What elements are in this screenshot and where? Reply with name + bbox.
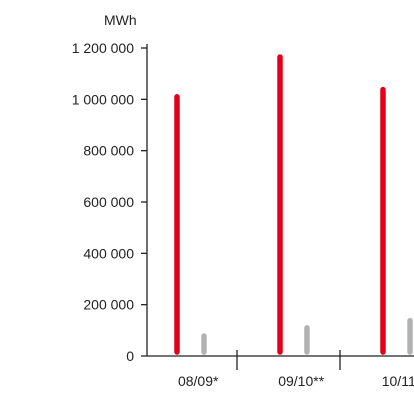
y-tick-label: 200 000 xyxy=(83,297,134,313)
y-tick-label: 1 200 000 xyxy=(72,40,134,56)
y-tick-label: 0 xyxy=(126,348,134,364)
y-tick-label: 800 000 xyxy=(83,143,134,159)
y-tick-label: 1 000 000 xyxy=(72,91,134,107)
y-tick-label: 400 000 xyxy=(83,245,134,261)
y-tick-label: 600 000 xyxy=(83,194,134,210)
x-category-label: 09/10** xyxy=(278,373,324,389)
bars xyxy=(177,57,410,352)
x-category-label: 10/11** xyxy=(382,373,414,389)
y-axis-ticks: 0 200 000 400 000 600 000 800 000 1 000 000 1 … xyxy=(72,40,147,364)
x-category-label: 08/09* xyxy=(178,373,219,389)
y-axis-unit-label: MWh xyxy=(104,12,137,28)
